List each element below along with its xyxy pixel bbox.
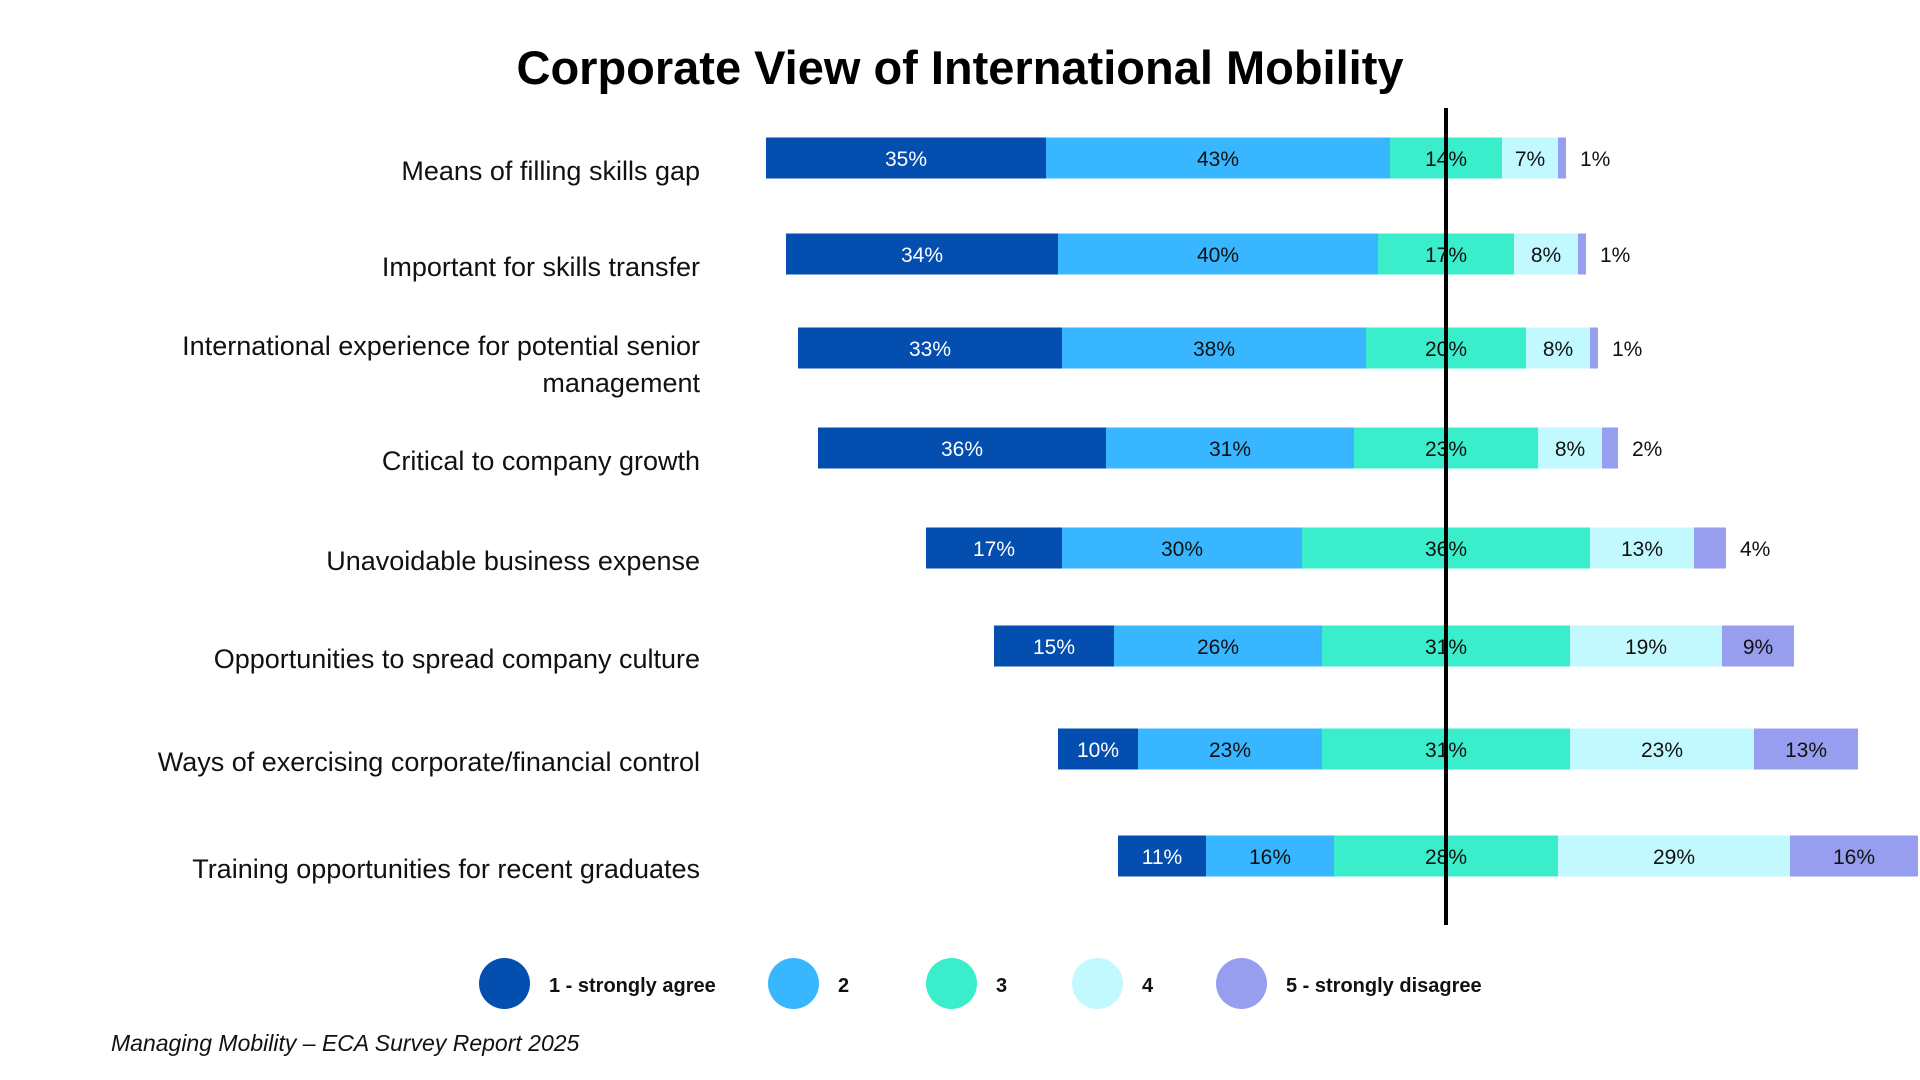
data-label-ways-of-exercising-corporate-financial-control-series-2: 23% xyxy=(1209,739,1251,762)
legend-swatch xyxy=(479,957,530,1009)
bar-unavoidable-business-expense-series-1 xyxy=(926,527,1062,569)
data-label-training-opportunities-for-recent-graduates-series-4: 29% xyxy=(1653,846,1695,869)
bar-critical-to-company-growth-series-4 xyxy=(1538,427,1602,469)
bar-unavoidable-business-expense-series-4 xyxy=(1590,527,1694,569)
bar-ways-of-exercising-corporate-financial-control-series-5 xyxy=(1754,728,1858,770)
bar-unavoidable-business-expense-series-5 xyxy=(1694,527,1726,569)
legend-item-4: 4 xyxy=(1072,955,1153,1011)
bar-international-experience-for-potential-senior-management-series-1 xyxy=(798,327,1062,369)
legend-label: 5 - strongly disagree xyxy=(1286,974,1482,997)
bar-means-of-filling-skills-gap-series-1 xyxy=(766,137,1046,179)
data-label-international-experience-for-potential-senior-management-series-4: 8% xyxy=(1543,338,1573,361)
bars-layer: 35%43%14%7%1%34%40%17%8%1%33%38%20%8%1%3… xyxy=(766,137,1918,877)
legend-item-3: 3 xyxy=(926,955,1007,1011)
data-label-opportunities-to-spread-company-culture-series-5: 9% xyxy=(1743,636,1773,659)
category-label-training-opportunities-for-recent-graduates: Training opportunities for recent gradua… xyxy=(192,854,700,884)
data-label-ways-of-exercising-corporate-financial-control-series-4: 23% xyxy=(1641,739,1683,762)
bar-training-opportunities-for-recent-graduates-series-5 xyxy=(1790,835,1918,877)
legend: 1 - strongly agree 2 3 4 5 - strongly disagr… xyxy=(0,955,1920,1015)
data-label-important-for-skills-transfer-series-4: 8% xyxy=(1531,244,1561,267)
bar-important-for-skills-transfer-series-4 xyxy=(1514,233,1578,275)
data-label-opportunities-to-spread-company-culture-series-2: 26% xyxy=(1197,636,1239,659)
data-label-unavoidable-business-expense-series-5: 4% xyxy=(1740,538,1770,561)
data-label-training-opportunities-for-recent-graduates-series-5: 16% xyxy=(1833,846,1875,869)
bar-critical-to-company-growth-series-5 xyxy=(1602,427,1618,469)
legend-item-2: 2 xyxy=(768,955,849,1011)
legend-swatch xyxy=(926,957,977,1009)
data-label-means-of-filling-skills-gap-series-2: 43% xyxy=(1197,148,1239,171)
data-label-critical-to-company-growth-series-2: 31% xyxy=(1209,438,1251,461)
legend-item-5-strongly-disagree: 5 - strongly disagree xyxy=(1216,955,1482,1011)
legend-swatch xyxy=(1216,957,1267,1009)
data-label-opportunities-to-spread-company-culture-series-1: 15% xyxy=(1033,636,1075,659)
data-label-means-of-filling-skills-gap-series-5: 1% xyxy=(1580,148,1610,171)
data-label-critical-to-company-growth-series-4: 8% xyxy=(1555,438,1585,461)
bar-means-of-filling-skills-gap-series-2 xyxy=(1046,137,1390,179)
data-label-unavoidable-business-expense-series-2: 30% xyxy=(1161,538,1203,561)
bar-ways-of-exercising-corporate-financial-control-series-2 xyxy=(1138,728,1322,770)
bar-training-opportunities-for-recent-graduates-series-2 xyxy=(1206,835,1334,877)
legend-label: 3 xyxy=(996,974,1008,997)
data-label-important-for-skills-transfer-series-2: 40% xyxy=(1197,244,1239,267)
bar-important-for-skills-transfer-series-2 xyxy=(1058,233,1378,275)
category-label-opportunities-to-spread-company-culture: Opportunities to spread company culture xyxy=(214,644,700,674)
bar-international-experience-for-potential-senior-management-series-5 xyxy=(1590,327,1598,369)
bar-opportunities-to-spread-company-culture-series-2 xyxy=(1114,625,1322,667)
category-label-ways-of-exercising-corporate-financial-control: Ways of exercising corporate/financial c… xyxy=(158,747,700,777)
legend-label: 2 xyxy=(838,974,850,997)
legend-swatch xyxy=(1072,957,1123,1009)
source-note: Managing Mobility – ECA Survey Report 20… xyxy=(111,1030,580,1056)
data-label-means-of-filling-skills-gap-series-1: 35% xyxy=(885,148,927,171)
bar-critical-to-company-growth-series-2 xyxy=(1106,427,1354,469)
bar-means-of-filling-skills-gap-series-5 xyxy=(1558,137,1566,179)
category-labels: Means of filling skills gap Important for… xyxy=(158,156,701,884)
data-label-important-for-skills-transfer-series-1: 34% xyxy=(901,244,943,267)
category-label-unavoidable-business-expense: Unavoidable business expense xyxy=(326,546,700,576)
data-label-opportunities-to-spread-company-culture-series-4: 19% xyxy=(1625,636,1667,659)
bar-opportunities-to-spread-company-culture-series-4 xyxy=(1570,625,1722,667)
data-label-unavoidable-business-expense-series-1: 17% xyxy=(973,538,1015,561)
category-label-international-experience-for-potential-senior-management: International experience for potential s… xyxy=(182,331,700,398)
bar-ways-of-exercising-corporate-financial-control-series-4 xyxy=(1570,728,1754,770)
category-label-means-of-filling-skills-gap: Means of filling skills gap xyxy=(401,156,700,186)
data-label-means-of-filling-skills-gap-series-4: 7% xyxy=(1515,148,1545,171)
bar-important-for-skills-transfer-series-1 xyxy=(786,233,1058,275)
legend-swatch xyxy=(768,957,819,1009)
bar-important-for-skills-transfer-series-5 xyxy=(1578,233,1586,275)
data-label-critical-to-company-growth-series-1: 36% xyxy=(941,438,983,461)
data-label-ways-of-exercising-corporate-financial-control-series-1: 10% xyxy=(1077,739,1119,762)
legend-label: 4 xyxy=(1142,974,1154,997)
bar-opportunities-to-spread-company-culture-series-1 xyxy=(994,625,1114,667)
bar-unavoidable-business-expense-series-2 xyxy=(1062,527,1302,569)
category-label-critical-to-company-growth: Critical to company growth xyxy=(382,446,700,476)
data-label-training-opportunities-for-recent-graduates-series-2: 16% xyxy=(1249,846,1291,869)
chart-title: Corporate View of International Mobility xyxy=(516,41,1404,94)
bar-international-experience-for-potential-senior-management-series-4 xyxy=(1526,327,1590,369)
bar-opportunities-to-spread-company-culture-series-5 xyxy=(1722,625,1794,667)
bar-training-opportunities-for-recent-graduates-series-1 xyxy=(1118,835,1206,877)
data-label-unavoidable-business-expense-series-4: 13% xyxy=(1621,538,1663,561)
bar-means-of-filling-skills-gap-series-4 xyxy=(1502,137,1558,179)
data-label-important-for-skills-transfer-series-5: 1% xyxy=(1600,244,1630,267)
data-label-critical-to-company-growth-series-5: 2% xyxy=(1632,438,1662,461)
bar-ways-of-exercising-corporate-financial-control-series-1 xyxy=(1058,728,1138,770)
data-label-international-experience-for-potential-senior-management-series-5: 1% xyxy=(1612,338,1642,361)
data-label-international-experience-for-potential-senior-management-series-1: 33% xyxy=(909,338,951,361)
category-label-important-for-skills-transfer: Important for skills transfer xyxy=(382,252,700,282)
legend-item-1-strongly-agree: 1 - strongly agree xyxy=(479,955,716,1011)
data-label-international-experience-for-potential-senior-management-series-2: 38% xyxy=(1193,338,1235,361)
data-label-ways-of-exercising-corporate-financial-control-series-5: 13% xyxy=(1785,739,1827,762)
bar-critical-to-company-growth-series-1 xyxy=(818,427,1106,469)
bar-training-opportunities-for-recent-graduates-series-4 xyxy=(1558,835,1790,877)
bar-international-experience-for-potential-senior-management-series-2 xyxy=(1062,327,1366,369)
data-label-training-opportunities-for-recent-graduates-series-1: 11% xyxy=(1142,846,1182,869)
legend-label: 1 - strongly agree xyxy=(549,974,716,997)
